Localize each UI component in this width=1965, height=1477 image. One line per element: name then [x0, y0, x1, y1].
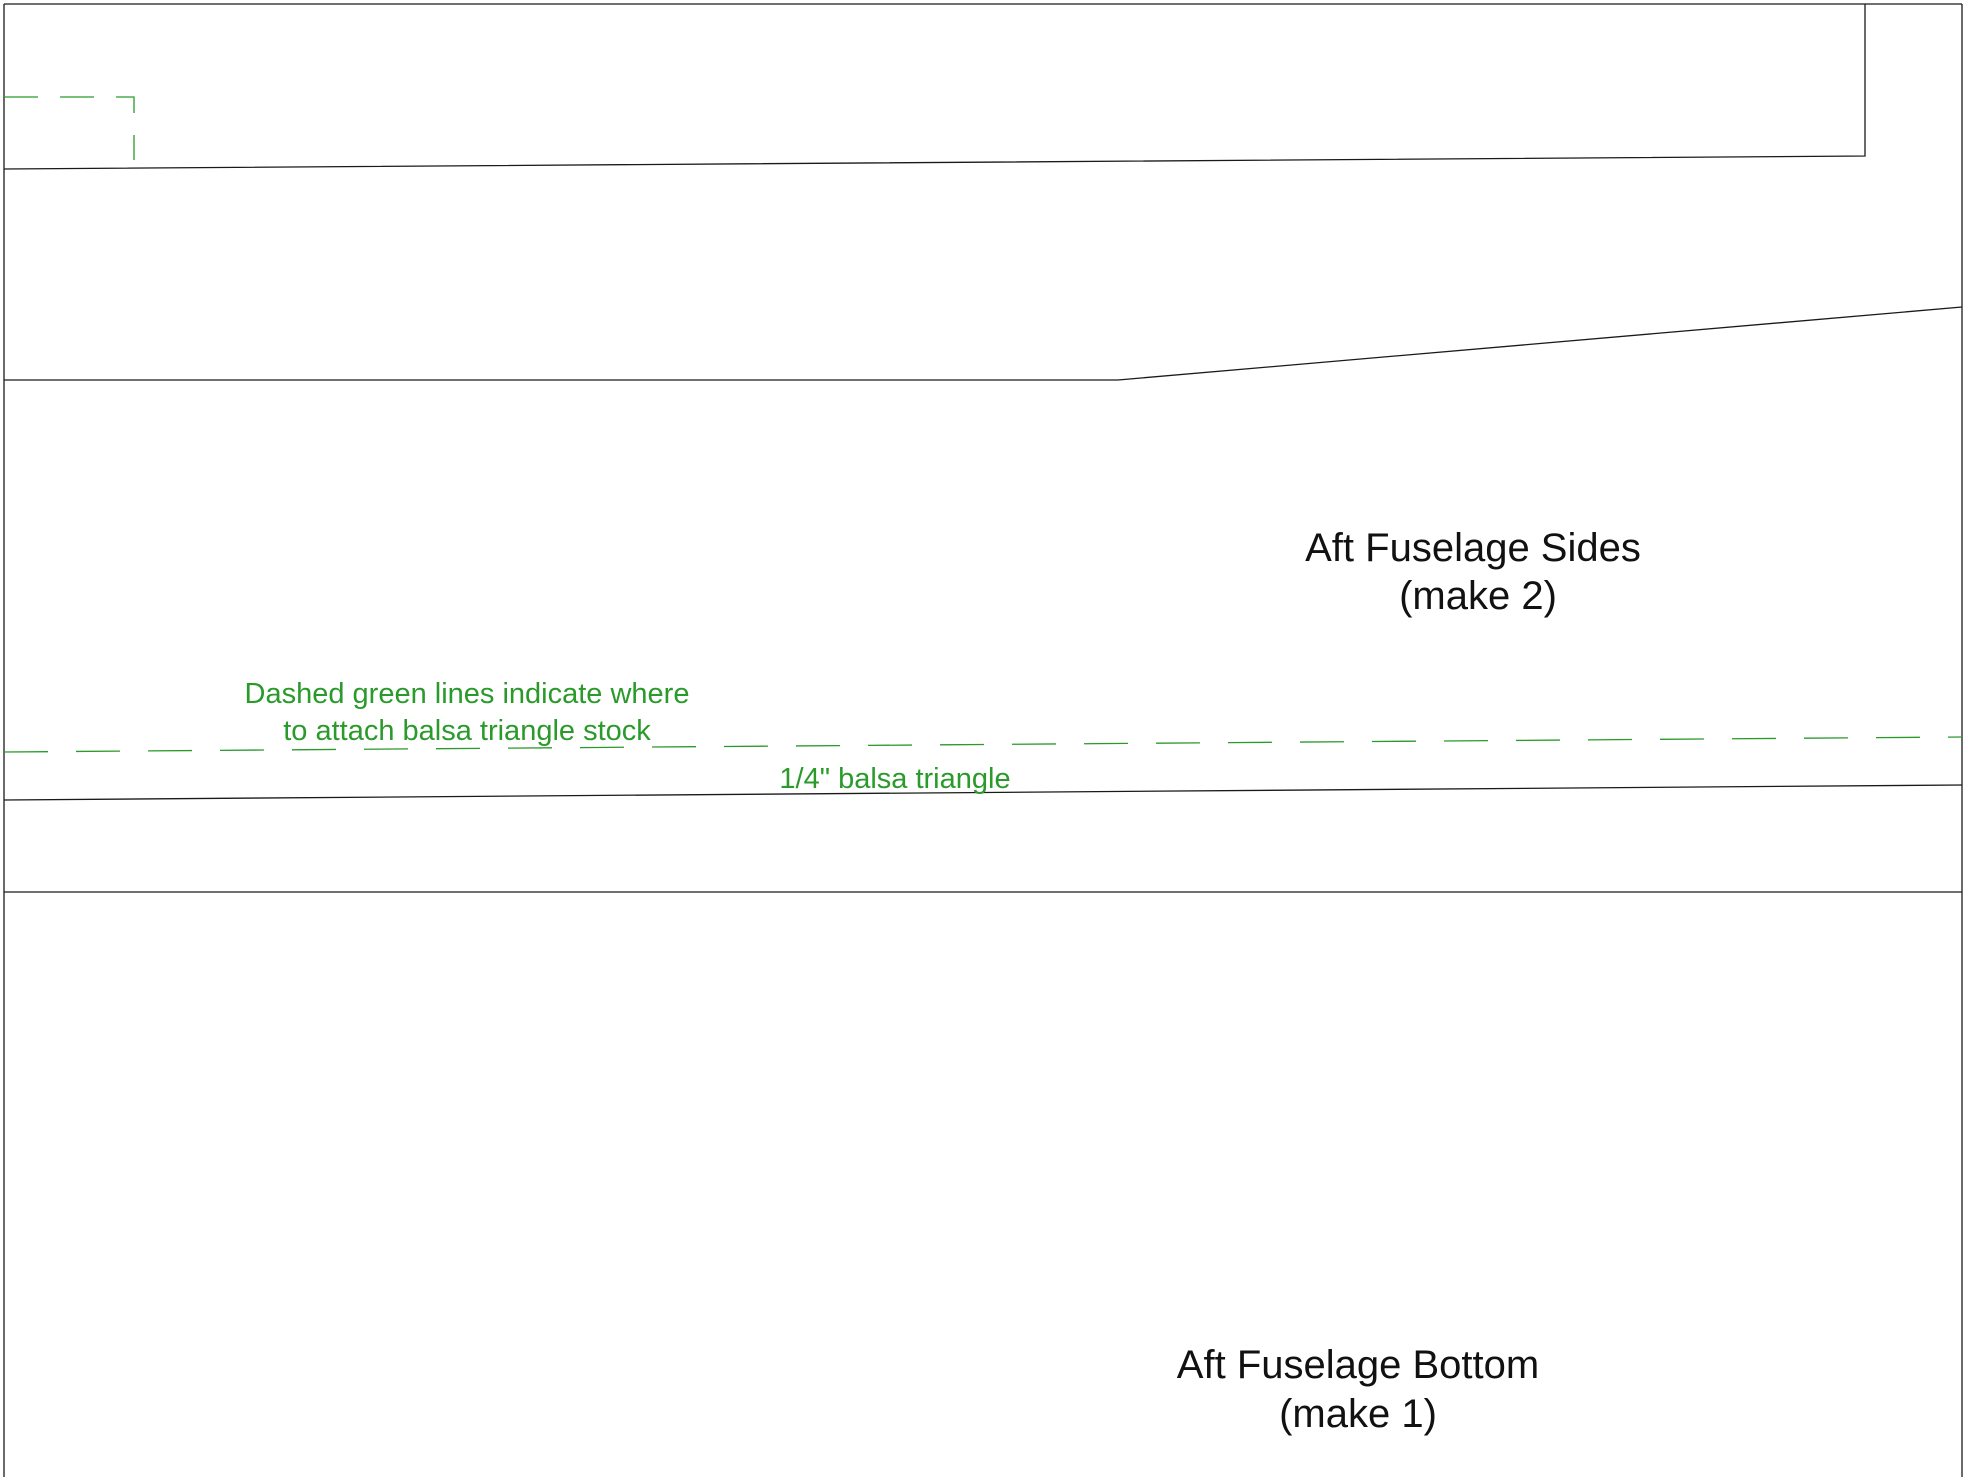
sides-part-quantity: (make 2): [1399, 574, 1557, 618]
bottom-part-quantity: (make 1): [1279, 1392, 1437, 1436]
dashed-line-note-line1: Dashed green lines indicate where: [245, 678, 690, 710]
bottom-part-name: Aft Fuselage Bottom: [1177, 1343, 1539, 1387]
balsa-triangle-guide-line: [3, 736, 1963, 753]
dashed-line-note-line2: to attach balsa triangle stock: [283, 715, 651, 747]
balsa-corner-guide: [4, 96, 135, 160]
balsa-triangle-label: 1/4" balsa triangle: [779, 763, 1010, 795]
sides-part-name: Aft Fuselage Sides: [1305, 526, 1641, 570]
upper-part-outline: [3, 4, 1866, 170]
sides-bottom-edge: [3, 784, 1963, 801]
sides-top-edge: [4, 306, 1963, 381]
